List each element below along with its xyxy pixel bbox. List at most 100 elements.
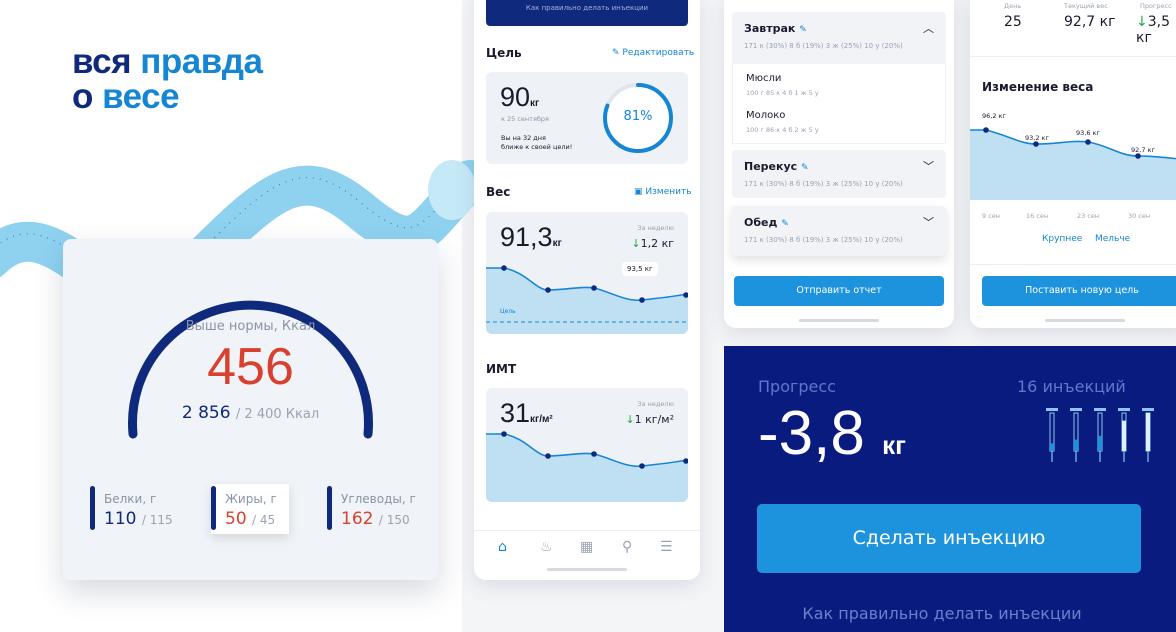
chart-point (591, 451, 597, 457)
syringe-icon (1046, 408, 1058, 462)
goal-panel: 90кг к 25 сентября Вы на 32 дня ближе к … (486, 72, 688, 164)
macro-value: 110 / 115 (104, 509, 200, 529)
meal-title: Перекус ✎ (744, 160, 809, 173)
headline: вся правда о весе (72, 42, 263, 116)
macro-bar (327, 486, 332, 530)
goal-number: 90 (500, 82, 531, 112)
chart-point (545, 287, 551, 293)
chart-point (639, 463, 645, 469)
macro-amount: 110 (104, 509, 137, 529)
macro-name: Углеводы, г (341, 492, 416, 506)
stat-value: ↓3,5 кг (1136, 14, 1176, 46)
macro-name: Белки, г (104, 492, 157, 506)
x-tick: 30 сен (1128, 212, 1151, 220)
chart-point (983, 127, 989, 133)
weight-number: 91,3 (500, 222, 553, 252)
pencil-icon: ✎ (801, 163, 809, 173)
progress-label: Прогресс (758, 377, 836, 396)
meal-breakfast[interactable]: Завтрак ✎ 171 к (30%) 8 б (19%) 3 ж (25%… (732, 12, 946, 64)
consumed-value: 2 856 (181, 403, 231, 423)
progress-number: -3,8 (758, 399, 865, 468)
syringe-icon (1118, 408, 1130, 462)
chart-point (683, 292, 688, 298)
calorie-gauge (128, 300, 373, 439)
food-macros: 100 г 85 к 4 б 1 ж 5 у (746, 89, 819, 97)
headline-word: весе (102, 77, 180, 116)
calendar-icon[interactable]: ▦ (580, 539, 594, 555)
home-icon[interactable]: ⌂ (498, 539, 507, 555)
home-indicator (1045, 319, 1125, 322)
macro-fat: Жиры, г 50 / 45 (211, 484, 289, 534)
macro-total: / 150 (378, 513, 410, 527)
weight-delta: ↓1,2 кг (631, 237, 674, 250)
goal-note-2: ближе к своей цели! (501, 143, 573, 151)
syringe-icon (1070, 408, 1082, 462)
goal-date: к 25 сентября (501, 115, 549, 123)
divider (970, 56, 1176, 57)
above-norm-label: Выше нормы, Ккал (185, 319, 316, 334)
flame-icon[interactable]: ♨ (540, 539, 553, 555)
macro-carbs: Углеводы, г 162 / 150 (327, 484, 432, 534)
new-goal-button[interactable]: Поставить новую цель (982, 276, 1176, 306)
bottom-nav: ⌂ ♨ ▦ ⚲ ☰ (474, 530, 700, 570)
meal-lunch[interactable]: Обед ✎ 171 к (30%) 8 б (19%) 3 ж (25%) 1… (732, 206, 946, 256)
edit-goal-link[interactable]: ✎ Редактировать (612, 48, 694, 58)
headline-word: о (72, 77, 93, 116)
chart-point (591, 285, 597, 291)
menu-icon[interactable]: ☰ (660, 539, 673, 555)
x-tick: 23 сен (1077, 212, 1100, 220)
macro-name: Жиры, г (225, 492, 277, 506)
calorie-card: Выше нормы, Ккал 456 2 856 / 2 400 Ккал … (63, 239, 438, 580)
chart-point (639, 297, 645, 303)
weight-change-chart (970, 127, 1176, 200)
bmi-chart (486, 431, 688, 502)
point-label: 93,2 кг (1025, 134, 1049, 142)
progress-unit: кг (882, 430, 906, 460)
howto-link[interactable]: Как правильно делать инъекции (802, 604, 1082, 623)
arrow-down-icon: ↓ (625, 413, 635, 426)
macro-amount: 50 (225, 509, 247, 529)
stat-label: Текущий вес (1064, 2, 1108, 10)
x-tick: 9 сен (982, 212, 1001, 220)
phone-dashboard: Как правильно делать инъекции Цель ✎ Ред… (474, 0, 700, 580)
bmi-title: ИМТ (486, 362, 517, 376)
calories-consumed: 2 856 / 2 400 Ккал (63, 403, 438, 423)
weight-week-label: За неделю (637, 224, 674, 232)
goal-unit: кг (530, 98, 540, 109)
pencil-icon: ✎ (612, 48, 620, 58)
zoom-in-button[interactable]: Крупнее (1042, 234, 1083, 244)
goal-title: Цель (486, 46, 522, 60)
howto-button[interactable]: Как правильно делать инъекции (486, 0, 688, 26)
meal-name: Перекус (744, 160, 798, 173)
chevron-up-icon[interactable]: ︿ (923, 22, 934, 35)
food-macros: 100 г 86 к 4 б 2 ж 5 у (746, 126, 819, 134)
make-injection-button[interactable]: Сделать инъекцию (757, 504, 1141, 573)
location-icon[interactable]: ⚲ (622, 539, 633, 555)
bmi-unit: кг/м² (530, 414, 553, 425)
chevron-down-icon[interactable]: ﹀ (923, 216, 934, 229)
headline-word: правда (140, 42, 263, 81)
syringe-icons (1046, 408, 1154, 462)
meal-name: Завтрак (744, 22, 796, 35)
bmi-value: 31кг/м² (500, 398, 553, 429)
macro-bar (211, 486, 216, 530)
bmi-number: 31 (500, 398, 531, 428)
weight-change-title: Изменение веса (982, 80, 1094, 94)
chevron-down-icon[interactable]: ﹀ (923, 160, 934, 173)
breakfast-items (732, 64, 946, 144)
weight-panel: 91,3кг За неделю ↓1,2 кг 93,5 кг Цель (486, 212, 688, 334)
pencil-icon: ✎ (799, 25, 807, 35)
divider (970, 264, 1176, 265)
meal-snack[interactable]: Перекус ✎ 171 к (30%) 8 б (19%) 3 ж (25%… (732, 150, 946, 198)
zoom-out-button[interactable]: Мельче (1095, 234, 1131, 244)
bmi-panel: 31кг/м² За неделю ↓1 кг/м² (486, 388, 688, 502)
meal-name: Обед (744, 216, 778, 229)
x-tick: 16 сен (1026, 212, 1049, 220)
send-report-button[interactable]: Отправить отчет (734, 276, 944, 306)
macro-value: 162 / 150 (341, 509, 432, 529)
goal-line-label: Цель (500, 308, 516, 315)
syringe-icon (1142, 408, 1154, 462)
bmi-week-label: За неделю (637, 400, 674, 408)
change-weight-link[interactable]: ▣ Изменить (634, 187, 692, 197)
goal-progress-ring (603, 83, 673, 153)
